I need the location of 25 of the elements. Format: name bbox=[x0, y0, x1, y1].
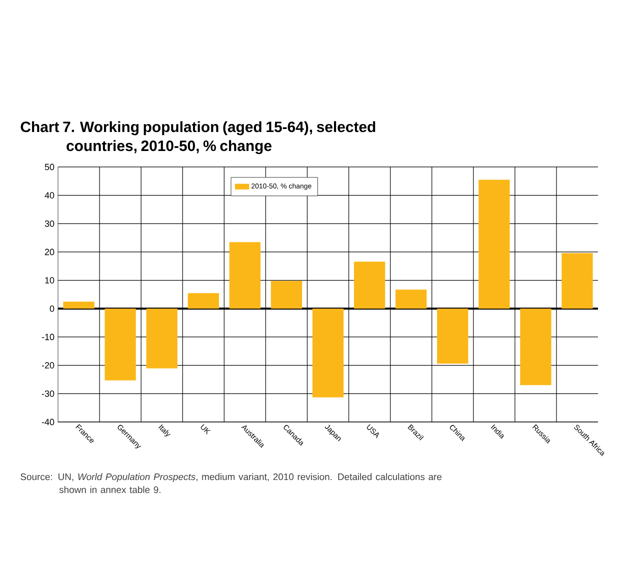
bar bbox=[520, 308, 552, 386]
bar bbox=[188, 293, 219, 309]
y-tick-label: 30 bbox=[44, 220, 54, 227]
y-tick-label: -30 bbox=[42, 390, 54, 397]
y-tick-label: -40 bbox=[42, 418, 54, 426]
bar bbox=[229, 242, 261, 309]
y-tick-label: 0 bbox=[50, 305, 54, 312]
bar bbox=[312, 308, 344, 398]
text: Source: UN, World Population Prospects, medium variant, 2010 revision. Detailed calculations are shown in annex table 9. bbox=[20, 473, 442, 494]
bar bbox=[104, 308, 136, 380]
chart-title: Chart 7. Working population (aged 15-64), selected countries, 2010-50, % change bbox=[20, 121, 376, 154]
bar bbox=[354, 262, 386, 309]
y-tick-label: 50 bbox=[44, 164, 54, 170]
y-tick-label: -20 bbox=[42, 362, 54, 368]
y-tick-label: 40 bbox=[44, 192, 54, 198]
bar bbox=[63, 302, 94, 309]
bar bbox=[146, 308, 178, 368]
bar bbox=[562, 253, 593, 309]
bar bbox=[437, 308, 468, 364]
y-tick-label: -10 bbox=[42, 334, 54, 340]
bar bbox=[478, 180, 510, 309]
y-tick-label: 10 bbox=[45, 277, 54, 284]
bar bbox=[270, 280, 302, 309]
y-tick-label: 20 bbox=[44, 248, 54, 256]
bar bbox=[396, 290, 427, 309]
